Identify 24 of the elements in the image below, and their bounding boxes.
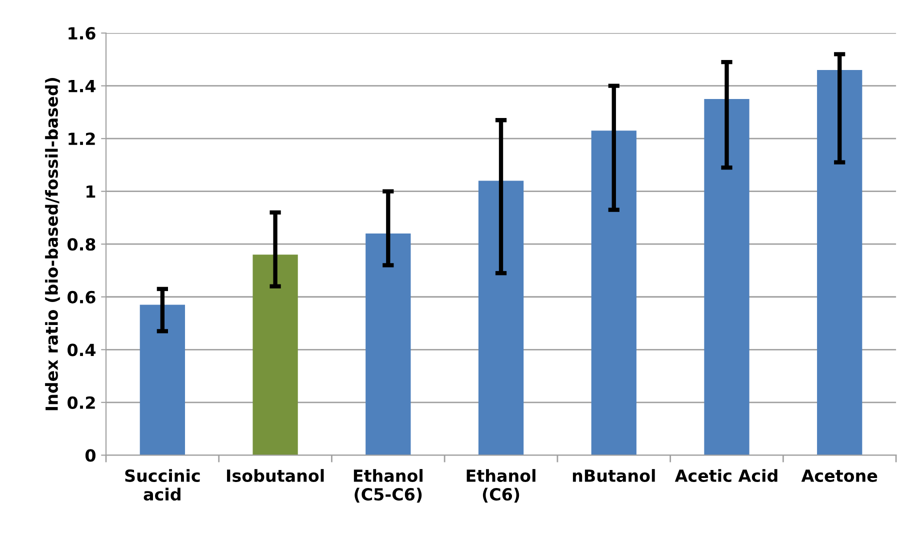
y-tick-label: 0.2: [68, 396, 95, 409]
y-tick-label: 0: [85, 449, 96, 462]
y-axis-title: Index ratio (bio-based/fossil-based): [45, 78, 60, 410]
bar: [140, 304, 186, 456]
x-tick-label: Isobutanol: [227, 469, 324, 482]
x-tick-label: nButanol: [572, 469, 655, 482]
y-tick-label: 1.4: [68, 80, 96, 92]
x-tick-label: Acetone: [801, 470, 878, 482]
x-tick-label: Ethanol (C5-C6): [354, 469, 422, 503]
y-tick-label: 0.4: [68, 344, 96, 356]
x-tick-label: Ethanol (C6): [466, 469, 536, 503]
y-tick-label: 0.6: [68, 290, 96, 304]
bar: [366, 234, 411, 456]
x-tick-label: Succinic acid: [125, 469, 200, 501]
x-tick-label: Acetic Acid: [674, 469, 778, 482]
bar: [478, 180, 524, 456]
bar: [704, 99, 750, 456]
bar: [252, 254, 298, 456]
y-tick-label: 1: [86, 186, 96, 198]
bar: [817, 70, 862, 456]
y-tick-label: 1.2: [68, 132, 95, 145]
y-tick-label: 0.8: [68, 238, 96, 251]
bar: [591, 130, 636, 456]
y-tick-label: 1.6: [68, 27, 96, 40]
